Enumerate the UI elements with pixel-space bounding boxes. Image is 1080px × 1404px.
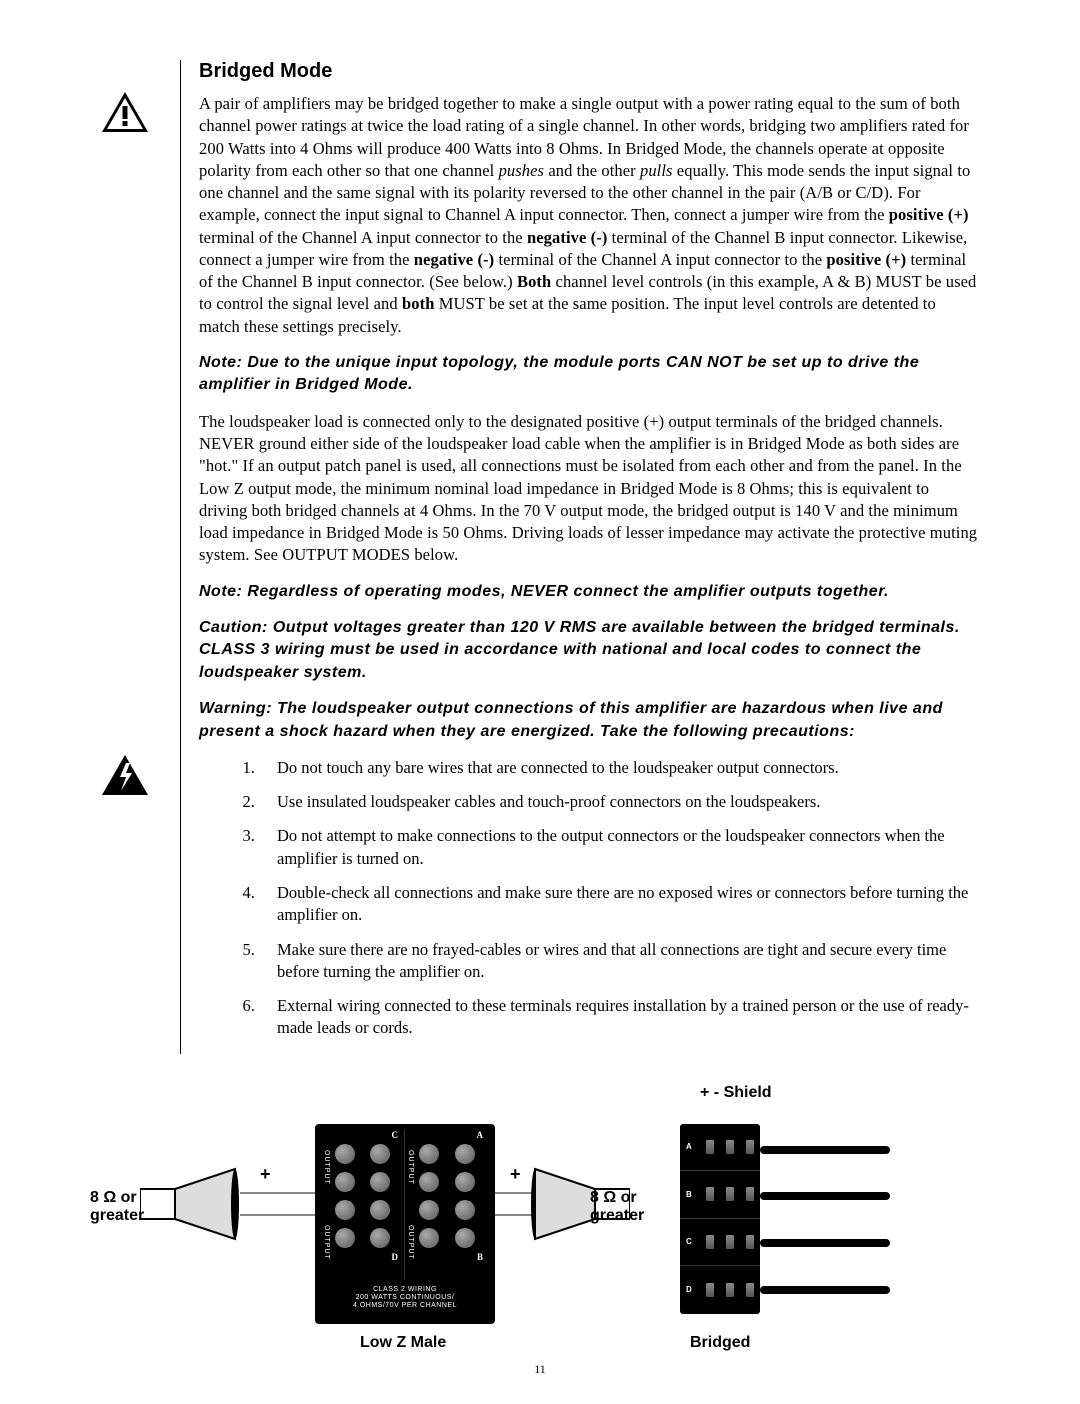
block-caption-1: CLASS 2 WIRING — [321, 1286, 489, 1294]
plus-sign: + — [260, 1164, 271, 1185]
section-heading: Bridged Mode — [199, 60, 980, 83]
precaution-item: Do not attempt to make connections to th… — [259, 825, 980, 870]
wiring-diagram: + - Shield 8 Ω or greater + OUTPUT C OUT… — [100, 1084, 980, 1404]
paragraph-2: The loudspeaker load is connected only t… — [199, 411, 980, 567]
icon-column — [100, 60, 160, 1054]
conn-a: A — [686, 1142, 692, 1151]
p1-neg2: negative (-) — [414, 250, 494, 269]
ch-c: C — [321, 1130, 404, 1140]
conn-b: B — [686, 1190, 692, 1199]
p1-pos2: positive (+) — [826, 250, 906, 269]
ohm-label-2: 8 Ω or greater — [590, 1189, 660, 1225]
ohm1-text: 8 Ω or greater — [90, 1189, 144, 1224]
p1-pulls: pulls — [640, 161, 673, 180]
precaution-item: External wiring connected to these termi… — [259, 995, 980, 1040]
precaution-item: Double-check all connections and make su… — [259, 882, 980, 927]
note-4: Warning: The loudspeaker output connecti… — [199, 698, 980, 743]
paragraph-1: A pair of amplifiers may be bridged toge… — [199, 93, 980, 338]
page-number: 11 — [534, 1362, 546, 1377]
ohm2-text: 8 Ω or greater — [590, 1189, 644, 1224]
ohm-label-1: 8 Ω or greater — [90, 1189, 160, 1225]
p1-pos: positive (+) — [889, 205, 969, 224]
shock-triangle-icon — [100, 753, 150, 797]
precaution-item: Use insulated loudspeaker cables and tou… — [259, 791, 980, 813]
lowz-label: Low Z Male — [360, 1334, 446, 1352]
terminal-block-main: OUTPUT C OUTPUT D OUTPUT A OUTPUT B CLAS… — [315, 1124, 495, 1324]
main-content-row: Bridged Mode A pair of amplifiers may be… — [100, 60, 980, 1054]
p1-both2: both — [402, 294, 435, 313]
cable — [760, 1239, 890, 1247]
ch-a: A — [405, 1130, 489, 1140]
ch-d: D — [321, 1252, 404, 1262]
wire — [240, 1214, 320, 1216]
block-caption-2: 200 WATTS CONTINUOUS/ — [321, 1294, 489, 1302]
p1-pushes: pushes — [499, 161, 545, 180]
p1-m1: and the other — [544, 161, 640, 180]
cable — [760, 1146, 890, 1154]
cable — [760, 1192, 890, 1200]
precautions-list: Do not touch any bare wires that are con… — [199, 757, 980, 1040]
conn-d: D — [686, 1285, 692, 1294]
output-label: OUTPUT — [407, 1150, 414, 1185]
conn-c: C — [686, 1237, 692, 1246]
bridged-label: Bridged — [690, 1334, 750, 1352]
note-2: Note: Regardless of operating modes, NEV… — [199, 581, 980, 603]
note-3: Caution: Output voltages greater than 12… — [199, 617, 980, 684]
output-label: OUTPUT — [323, 1150, 330, 1185]
note-1: Note: Due to the unique input topology, … — [199, 352, 980, 397]
precaution-item: Do not touch any bare wires that are con… — [259, 757, 980, 779]
p1-m3: terminal of the Channel A input connecto… — [199, 228, 527, 247]
bridged-connector-block: A B C D — [680, 1124, 760, 1314]
ch-b: B — [405, 1252, 489, 1262]
warning-triangle-icon — [100, 90, 150, 134]
cable — [760, 1286, 890, 1294]
p1-both1: Both — [517, 272, 551, 291]
shield-label: + - Shield — [700, 1084, 772, 1102]
precaution-item: Make sure there are no frayed-cables or … — [259, 939, 980, 984]
plus-sign: + — [510, 1164, 521, 1185]
p1-neg: negative (-) — [527, 228, 607, 247]
output-label: OUTPUT — [323, 1225, 330, 1260]
output-label: OUTPUT — [407, 1225, 414, 1260]
wire — [240, 1192, 320, 1194]
p1-m5: terminal of the Channel A input connecto… — [494, 250, 826, 269]
text-column: Bridged Mode A pair of amplifiers may be… — [180, 60, 980, 1054]
block-caption-3: 4 OHMS/70V PER CHANNEL — [321, 1302, 489, 1310]
